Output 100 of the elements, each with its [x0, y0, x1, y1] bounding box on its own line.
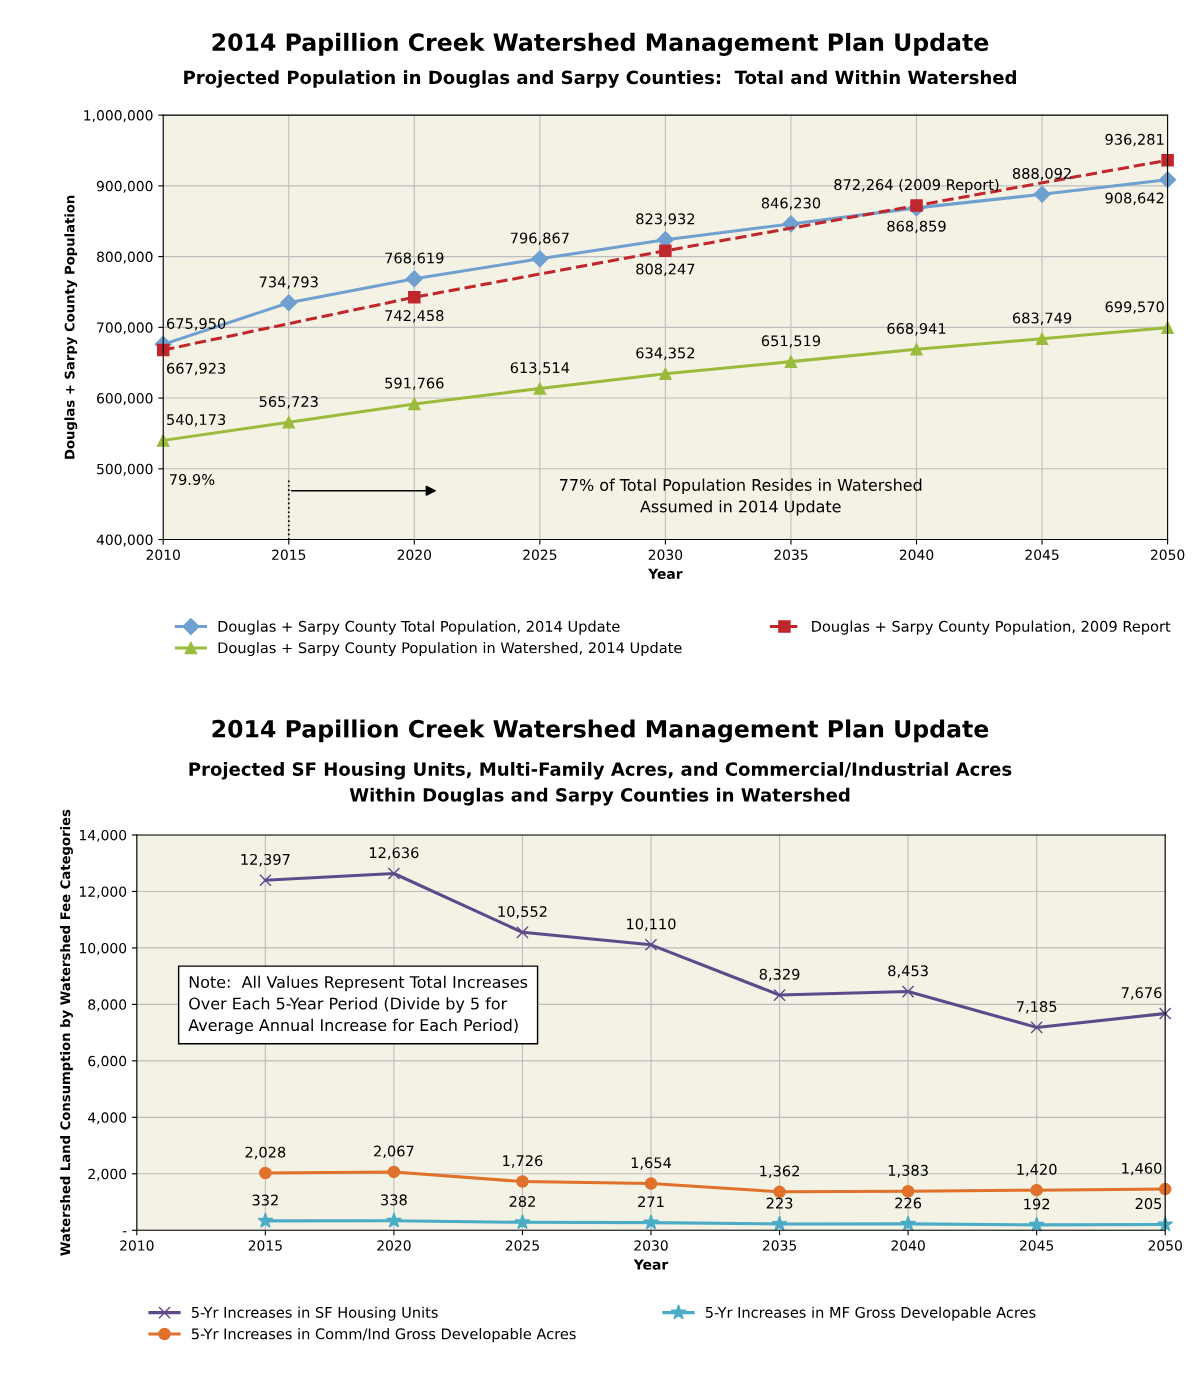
data-label: 12,636 [369, 847, 419, 860]
legend-label: 5-Yr Increases in SF Housing Units [191, 1306, 438, 1321]
x-tick-label: 2045 [1019, 1240, 1054, 1251]
data-label: 8,329 [759, 968, 800, 982]
x-tick-label: 2015 [248, 1240, 282, 1251]
point [900, 1215, 917, 1231]
point [387, 867, 401, 880]
data-label: 10,552 [498, 905, 547, 919]
data-label: 223 [766, 1197, 793, 1209]
y-tick-label: - [122, 1231, 127, 1233]
data-label: 868,859 [887, 220, 946, 234]
data-label: 734,793 [259, 276, 318, 289]
x-axis-title: Year [633, 1259, 669, 1270]
point [771, 1215, 788, 1231]
point [784, 355, 798, 368]
data-label: 338 [381, 1194, 407, 1206]
point [910, 343, 923, 356]
y-tick-label: 600,000 [97, 393, 153, 405]
x-tick-label: 2045 [1025, 549, 1059, 561]
data-label: 1,383 [888, 1164, 928, 1178]
legend-label: 5-Yr Increases in MF Gross Developable Acres [705, 1306, 1036, 1321]
y-tick-label: 8,000 [88, 999, 127, 1012]
x-tick-label: 2030 [634, 1240, 668, 1251]
y-tick-label: 800,000 [96, 251, 153, 264]
point [643, 1214, 659, 1230]
annotation: Note: All Values Represent Total Increases Over Each 5-Year Period (Divide by 5 for Average Annual Increase for Each Period) [188, 975, 528, 1035]
point [1158, 1182, 1172, 1196]
point [644, 1177, 658, 1190]
point [901, 1184, 915, 1198]
point [408, 291, 421, 304]
data-label: 192 [1024, 1198, 1050, 1210]
y-tick-label: 4,000 [88, 1112, 127, 1125]
x-tick-label: 2030 [648, 549, 683, 561]
data-label: 668,941 [887, 322, 946, 336]
point [1033, 185, 1051, 203]
data-label: 271 [638, 1196, 664, 1208]
point [408, 397, 421, 411]
point [1161, 153, 1174, 167]
data-label: 742,458 [385, 310, 444, 323]
x-tick-label: 2050 [1148, 1240, 1182, 1251]
data-label: 888,092 [1012, 167, 1071, 181]
point [1158, 1007, 1172, 1020]
data-label: 667,923 [167, 362, 226, 376]
annotation: 77% of Total Population Resides in Watershed Assumed in 2014 Update [560, 478, 922, 516]
data-label: 699,570 [1105, 301, 1164, 314]
legend-label: Douglas + Sarpy County Total Population, 2014 Update [218, 620, 620, 635]
legend-label: Douglas + Sarpy County Population in Watershed, 2014 Update [218, 641, 682, 657]
data-label: 332 [252, 1194, 278, 1206]
point [387, 1165, 401, 1179]
data-label: 226 [895, 1197, 922, 1209]
y-tick-label: 12,000 [80, 886, 127, 899]
legend-label: 5-Yr Increases in Comm/Ind Gross Developable Acres [191, 1328, 576, 1343]
point [1161, 321, 1174, 334]
point [659, 367, 672, 381]
x-tick-label: 2020 [377, 1240, 411, 1251]
data-label: 540,173 [167, 414, 226, 427]
point [1028, 1216, 1045, 1232]
data-label: 823,932 [636, 213, 695, 226]
y-tick-label: 10,000 [80, 942, 127, 955]
data-label: 7,185 [1016, 1001, 1057, 1014]
y-tick-label: 900,000 [96, 180, 153, 193]
data-label: 908,642 [1105, 192, 1164, 206]
annotation: 79.9% [169, 473, 215, 486]
point [385, 1212, 402, 1228]
chart-subtitle: Projected SF Housing Units, Multi-Family Acres, and Commercial/Industrial Acres Within Douglas and Sarpy Counties in Watershed [189, 761, 1012, 806]
point [1035, 332, 1049, 346]
data-label: 591,766 [385, 377, 444, 391]
x-tick-label: 2035 [774, 549, 808, 561]
point [516, 1175, 529, 1188]
data-label: 1,726 [503, 1155, 543, 1168]
data-label: 10,110 [627, 918, 676, 931]
data-label: 675,950 [167, 317, 226, 331]
legend-label: Douglas + Sarpy County Population, 2009 Report [812, 620, 1171, 635]
point [280, 294, 298, 312]
x-tick-label: 2040 [899, 549, 934, 561]
x-tick-label: 2025 [505, 1240, 539, 1251]
data-label: 12,397 [241, 853, 290, 867]
data-label: 1,362 [760, 1165, 799, 1178]
x-tick-label: 2050 [1150, 549, 1185, 561]
x-tick-label: 2010 [146, 549, 180, 561]
point [533, 382, 547, 395]
point [901, 985, 915, 998]
x-tick-label: 2040 [891, 1240, 925, 1251]
point [257, 1212, 274, 1228]
data-label: 8,453 [888, 965, 928, 978]
x-tick-label: 2020 [397, 549, 432, 561]
y-tick-label: 6,000 [88, 1055, 127, 1068]
data-label: 7,676 [1121, 987, 1162, 1000]
data-label: 808,247 [636, 263, 695, 277]
point [531, 250, 549, 268]
y-axis-title: Watershed Land Consumption by Watershed Fee Categories [60, 809, 73, 1256]
point [514, 1213, 531, 1230]
x-axis-title: Year [648, 568, 683, 580]
data-label: 282 [509, 1195, 535, 1207]
point [659, 244, 672, 258]
chart-subtitle: Projected Population in Douglas and Sarpy Counties: Total and Within Watershed [184, 70, 1016, 88]
point [156, 434, 170, 447]
y-tick-label: 2,000 [88, 1168, 127, 1181]
data-label: 613,514 [510, 362, 570, 375]
data-label: 936,281 [1105, 133, 1164, 147]
